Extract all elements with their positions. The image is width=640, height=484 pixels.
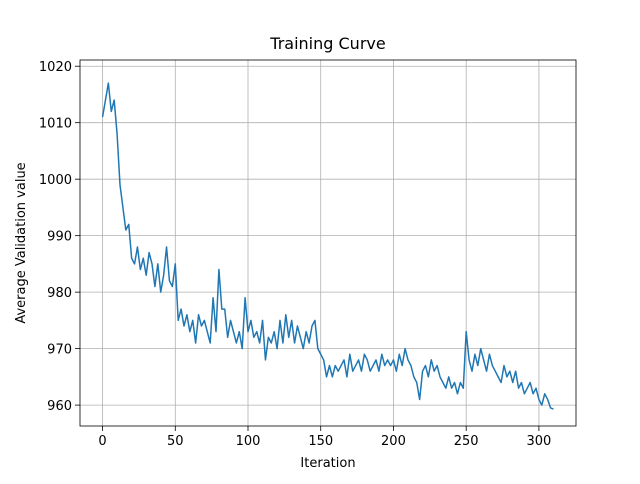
y-tick-label: 1020: [39, 60, 72, 75]
y-tick-label: 990: [47, 230, 72, 245]
chart-title: Training Curve: [269, 34, 385, 53]
y-axis-label: Average Validation value: [14, 162, 29, 323]
x-tick-label: 250: [454, 434, 479, 449]
x-tick-label: 50: [167, 434, 184, 449]
x-tick-label: 300: [526, 434, 551, 449]
x-axis-label: Iteration: [300, 456, 355, 471]
x-tick-label: 100: [236, 434, 261, 449]
y-tick-label: 980: [47, 286, 72, 301]
x-tick-label: 0: [98, 434, 106, 449]
plot-frame: [79, 59, 577, 427]
y-tick-label: 970: [47, 343, 72, 358]
x-tick-label: 200: [381, 434, 406, 449]
y-tick-label: 1000: [39, 173, 72, 188]
x-tick-label: 150: [308, 434, 333, 449]
y-tick-label: 1010: [39, 117, 72, 132]
y-tick-label: 960: [47, 399, 72, 414]
data-line: [101, 82, 554, 410]
